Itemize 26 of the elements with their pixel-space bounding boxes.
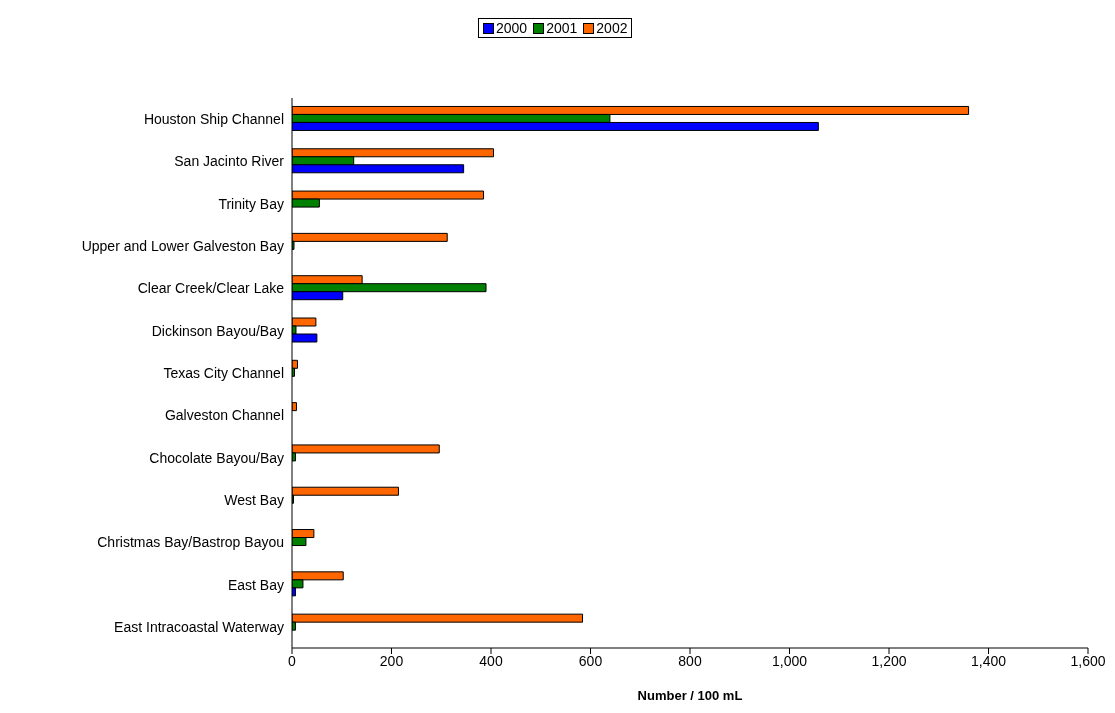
y-tick-label: Trinity Bay [218, 195, 284, 212]
y-tick-label: East Bay [227, 576, 284, 593]
x-tick-label: 200 [379, 652, 404, 669]
legend-label: 2001 [545, 20, 578, 36]
y-tick-label: Chocolate Bayou/Bay [149, 449, 284, 466]
x-tick-label: 0 [288, 652, 297, 669]
legend-label: 2000 [495, 20, 528, 36]
y-tick-label: Clear Creek/Clear Lake [137, 280, 285, 297]
y-tick-label: Galveston Channel [164, 407, 284, 424]
y-tick-label: Upper and Lower Galveston Bay [81, 238, 284, 255]
x-axis-title: Number / 100 mL [637, 688, 743, 703]
x-tick-label: 800 [678, 652, 702, 669]
x-tick-label: 1,400 [970, 652, 1007, 669]
y-tick-label: West Bay [224, 491, 284, 508]
legend-label: 2002 [595, 20, 628, 36]
y-tick-label: Houston Ship Channel [143, 111, 284, 128]
y-tick-label: Texas City Channel [163, 364, 284, 381]
x-tick-label: 600 [578, 652, 603, 669]
x-tick-label: 1,200 [871, 652, 907, 669]
x-tick-label: 400 [479, 652, 503, 669]
y-tick-label: Christmas Bay/Bastrop Bayou [97, 534, 284, 551]
y-tick-label: San Jacinto River [174, 153, 285, 170]
x-tick-label: 1,600 [1070, 652, 1106, 669]
x-tick-label: 1,000 [771, 652, 808, 669]
y-tick-label: Dickinson Bayou/Bay [151, 322, 284, 339]
y-tick-label: East Intracoastal Waterway [114, 618, 284, 635]
